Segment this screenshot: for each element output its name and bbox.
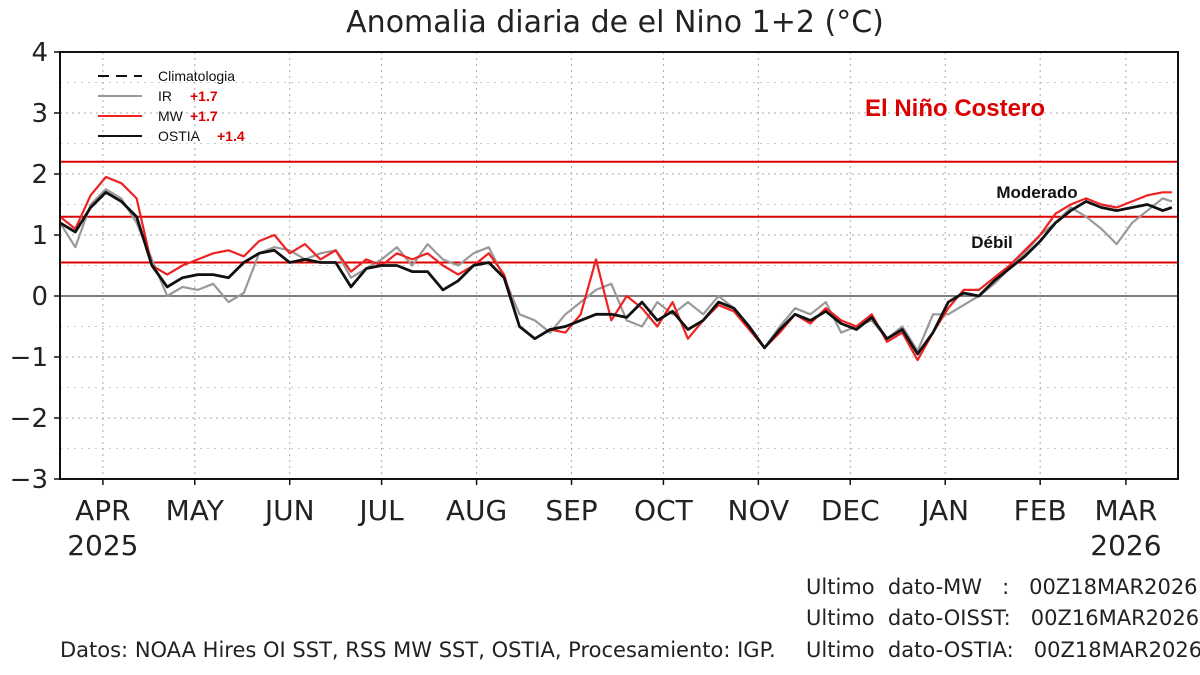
legend-value-mw: +1.7 bbox=[190, 108, 218, 124]
x-month-label: FEB bbox=[1014, 494, 1067, 527]
legend-label-ir: IR bbox=[158, 88, 172, 104]
chart-title: Anomalia diaria de el Nino 1+2 (°C) bbox=[346, 5, 884, 40]
y-tick-label: 0 bbox=[31, 282, 48, 312]
series-line-ir bbox=[59, 188, 1173, 352]
x-year-label: 2026 bbox=[1090, 529, 1161, 562]
x-month-label: MAR bbox=[1095, 494, 1158, 527]
y-tick-label: 4 bbox=[31, 38, 48, 68]
x-month-label: JAN bbox=[919, 494, 969, 527]
x-month-label: JUN bbox=[263, 494, 315, 527]
legend-label-ostia: OSTIA bbox=[158, 128, 201, 144]
last-data-mw: Ultimo dato-MW : 00Z18MAR2026 bbox=[806, 575, 1198, 599]
x-month-label: OCT bbox=[634, 494, 694, 527]
legend-label-climatologia: Climatologia bbox=[158, 68, 235, 84]
weak-label: Débil bbox=[971, 233, 1013, 252]
legend-value-ir: +1.7 bbox=[190, 88, 218, 104]
y-tick-label: 1 bbox=[31, 221, 48, 251]
y-tick-label: −3 bbox=[10, 465, 48, 495]
x-month-label: JUL bbox=[357, 494, 404, 527]
x-month-label: MAY bbox=[166, 494, 225, 527]
x-month-label: DEC bbox=[821, 494, 880, 527]
x-month-label: AUG bbox=[446, 494, 507, 527]
y-tick-label: 2 bbox=[31, 160, 48, 190]
series-line-mw bbox=[59, 175, 1172, 362]
x-month-label: NOV bbox=[728, 494, 790, 527]
legend-value-ostia: +1.4 bbox=[217, 128, 245, 144]
x-month-label: APR bbox=[75, 494, 131, 527]
legend: Climatologia IR +1.7 MW +1.7 OSTIA +1.4 bbox=[98, 68, 245, 144]
grid-layer bbox=[60, 51, 1178, 480]
series-layer bbox=[59, 175, 1173, 362]
legend-label-mw: MW bbox=[158, 108, 184, 124]
last-data-oisst: Ultimo dato-OISST: 00Z16MAR2026 bbox=[806, 606, 1200, 630]
plot-frame bbox=[59, 51, 1179, 480]
moderate-label: Moderado bbox=[996, 183, 1077, 202]
last-data-ostia: Ultimo dato-OSTIA: 00Z18MAR2026 bbox=[806, 638, 1200, 662]
y-tick-label: 3 bbox=[31, 99, 48, 129]
y-tick-label: −1 bbox=[10, 343, 48, 373]
y-tick-label: −2 bbox=[10, 404, 48, 434]
data-sources: Datos: NOAA Hires OI SST, RSS MW SST, OS… bbox=[60, 638, 776, 662]
x-month-label: SEP bbox=[545, 494, 597, 527]
series-line-ostia bbox=[59, 190, 1173, 356]
x-year-label: 2025 bbox=[67, 529, 138, 562]
event-label: El Niño Costero bbox=[865, 95, 1045, 122]
